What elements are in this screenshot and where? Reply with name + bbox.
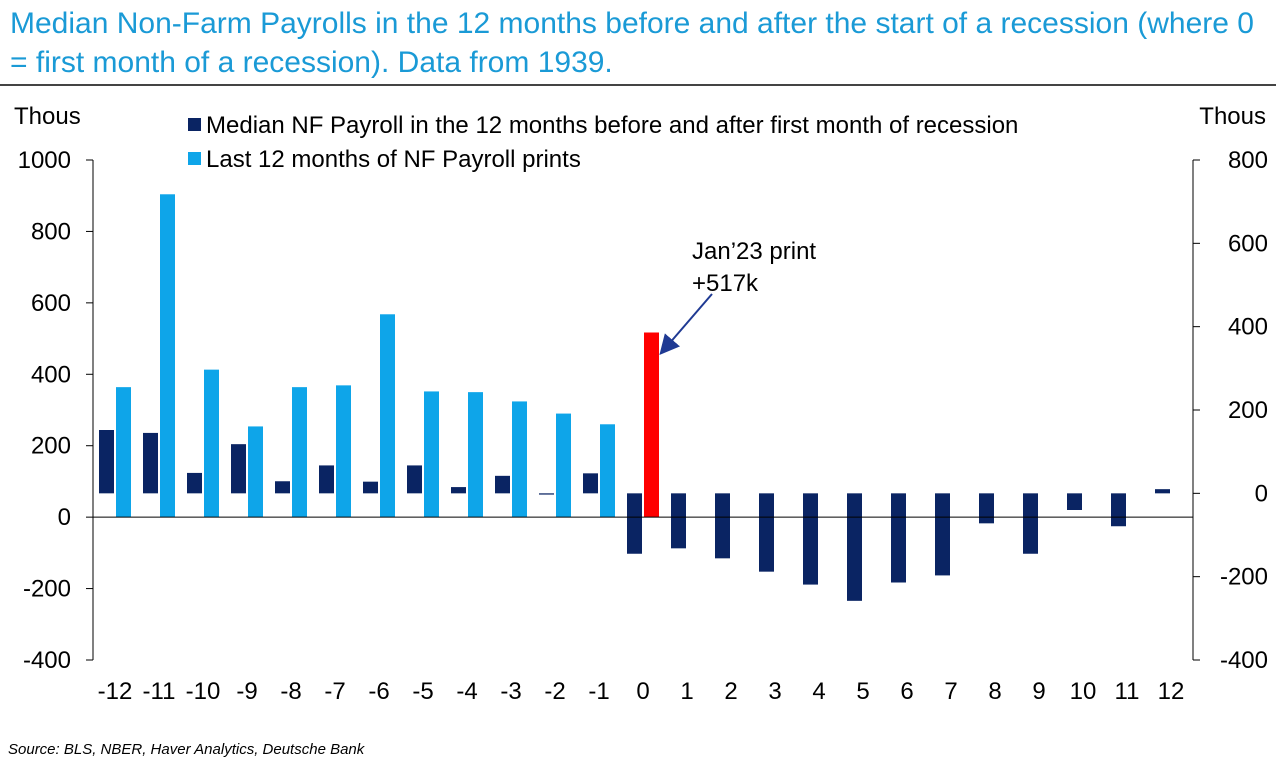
bar-median: [319, 465, 334, 494]
bar-last12: [468, 392, 483, 518]
bar-median: [803, 493, 818, 585]
left-tick-label: 200: [31, 433, 71, 460]
annotation: Jan’23 print +517k: [659, 238, 816, 356]
left-tick-label: -200: [23, 576, 71, 603]
bar-median: [495, 475, 510, 494]
bar-median: [187, 472, 202, 494]
x-tick-label: 8: [988, 678, 1001, 705]
bar-median: [407, 465, 422, 494]
right-tick-label: 0: [1255, 480, 1268, 507]
left-tick-label: 600: [31, 290, 71, 317]
bar-median: [539, 493, 554, 495]
x-tick-label: -12: [98, 678, 133, 705]
left-tick-label: 800: [31, 218, 71, 245]
bar-last12-highlight: [644, 332, 659, 518]
left-tick-label: 0: [58, 504, 71, 531]
bar-last12: [160, 194, 175, 518]
bar-median: [891, 493, 906, 583]
left-tick-label: 400: [31, 361, 71, 388]
bar-median: [583, 473, 598, 494]
x-tick-label: -1: [588, 678, 609, 705]
x-tick-label: -10: [186, 678, 221, 705]
right-tick-label: 400: [1228, 314, 1268, 341]
x-tick-label: 2: [724, 678, 737, 705]
x-tick-label: -4: [456, 678, 477, 705]
x-tick-label: 7: [944, 678, 957, 705]
bar-median: [451, 487, 466, 494]
bar-last12: [512, 401, 527, 518]
bar-median: [671, 493, 686, 549]
legend-label-median: Median NF Payroll in the 12 months befor…: [206, 112, 1018, 139]
x-tick-label: -3: [500, 678, 521, 705]
bar-median: [231, 444, 246, 494]
bar-median: [715, 493, 730, 559]
right-tick-label: 600: [1228, 230, 1268, 257]
x-tick-label: 0: [636, 678, 649, 705]
bar-median: [275, 481, 290, 494]
left-tick-label: -400: [23, 647, 71, 674]
bar-last12: [204, 369, 219, 518]
bar-median: [627, 493, 642, 554]
legend: Median NF Payroll in the 12 months befor…: [188, 112, 1018, 173]
legend-swatch-last12: [188, 152, 201, 165]
right-tick-label: 200: [1228, 397, 1268, 424]
x-tick-label: -5: [412, 678, 433, 705]
x-tick-label: -2: [544, 678, 565, 705]
bar-median: [759, 493, 774, 572]
annotation-line1: Jan’23 print: [692, 238, 816, 265]
bar-median: [979, 493, 994, 524]
right-tick-label: 800: [1228, 147, 1268, 174]
title-divider: [0, 84, 1276, 86]
right-tick-label: -400: [1220, 647, 1268, 674]
bar-last12: [380, 314, 395, 518]
bar-median: [1111, 493, 1126, 527]
x-tick-label: 1: [680, 678, 693, 705]
right-axis: -400 -200 0 200 400 600 800: [1192, 147, 1268, 674]
bar-median: [1067, 493, 1082, 510]
x-tick-label: 10: [1070, 678, 1097, 705]
x-tick-label: 3: [768, 678, 781, 705]
x-tick-label: 12: [1158, 678, 1185, 705]
legend-label-last12: Last 12 months of NF Payroll prints: [206, 146, 581, 173]
x-tick-label: -11: [143, 678, 176, 705]
bar-median: [935, 493, 950, 576]
left-tick-label: 1000: [18, 147, 71, 174]
x-tick-label: 11: [1115, 678, 1140, 705]
x-tick-label: 6: [900, 678, 913, 705]
source-note: Source: BLS, NBER, Haver Analytics, Deut…: [8, 741, 365, 758]
left-axis: -400 -200 0 200 400 600 800 1000: [18, 147, 94, 674]
chart-title: Median Non-Farm Payrolls in the 12 month…: [10, 7, 1254, 79]
bar-last12: [248, 426, 263, 518]
annotation-line2: +517k: [692, 270, 759, 297]
x-tick-label: 5: [856, 678, 869, 705]
annotation-arrow: [659, 293, 713, 356]
x-tick-label: -7: [324, 678, 345, 705]
bar-median: [99, 430, 114, 494]
x-tick-label: -8: [280, 678, 301, 705]
bar-last12: [424, 391, 439, 518]
x-tick-label: 9: [1032, 678, 1045, 705]
x-axis: -12 -11 -10 -9 -8 -7 -6 -5 -4 -3 -2 -1 0 1 2 3 4 5 6 7 8 9 10 1…: [93, 516, 1193, 705]
bar-last12: [600, 424, 615, 518]
x-tick-label: 4: [812, 678, 825, 705]
bar-median: [143, 432, 158, 494]
right-tick-label: -200: [1220, 564, 1268, 591]
bar-last12: [336, 385, 351, 518]
right-axis-unit-label: Thous: [1199, 103, 1266, 130]
bar-last12: [556, 413, 571, 518]
bar-median: [1023, 493, 1038, 554]
bar-last12: [116, 387, 131, 518]
legend-swatch-median: [188, 118, 201, 131]
bars: [99, 194, 1170, 601]
bar-last12: [292, 387, 307, 518]
bar-median: [847, 493, 862, 601]
bar-median: [363, 481, 378, 494]
x-tick-label: -9: [236, 678, 257, 705]
bar-median: [1155, 489, 1170, 494]
x-tick-label: -6: [368, 678, 389, 705]
left-axis-unit-label: Thous: [14, 103, 81, 130]
